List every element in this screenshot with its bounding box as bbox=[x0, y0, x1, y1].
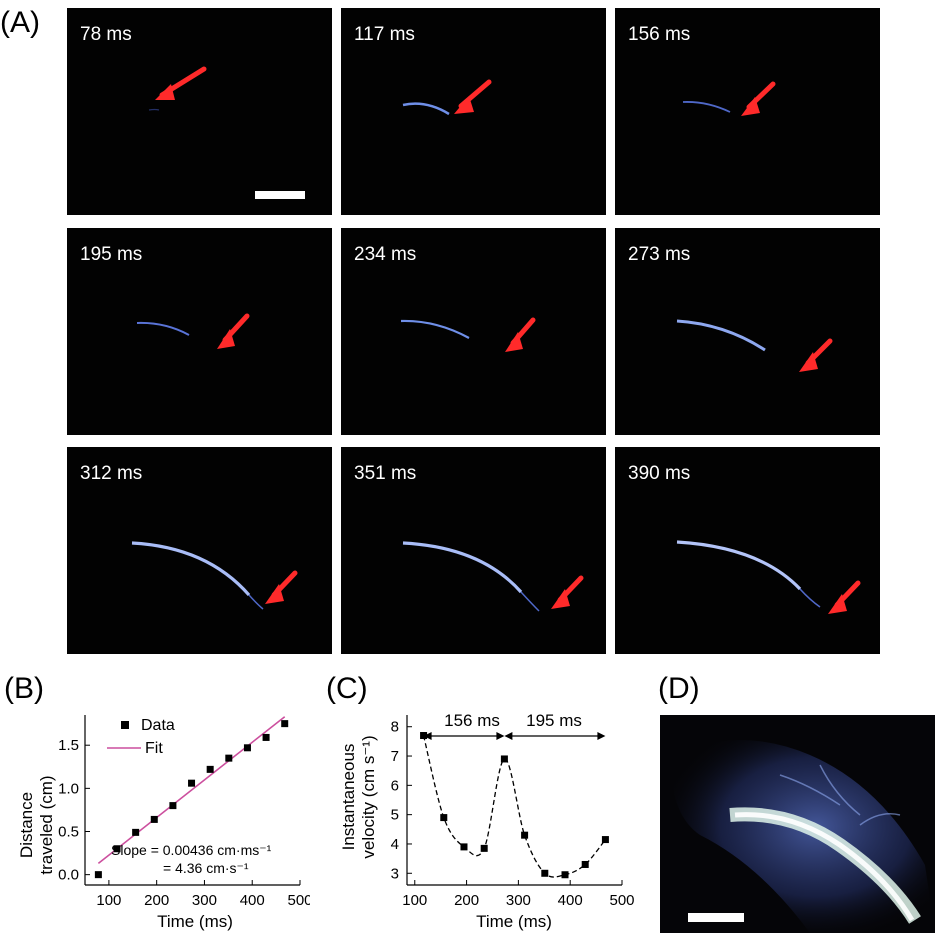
frame-234ms: 234 ms bbox=[341, 228, 606, 435]
chart-c-annotation-195: 195 ms bbox=[526, 711, 582, 730]
chart-b-slope-annotation-2: = 4.36 cm·s⁻¹ bbox=[163, 860, 249, 876]
chart-b-x-tick-label: 200 bbox=[144, 892, 169, 909]
chart-c-data-point bbox=[460, 843, 468, 851]
panel-label-b: (B) bbox=[4, 672, 44, 705]
frame-time-label: 390 ms bbox=[628, 463, 691, 484]
chart-b-legend-data-label: Data bbox=[141, 717, 175, 734]
chart-c-data-point bbox=[420, 732, 428, 740]
frame-image bbox=[402, 541, 584, 612]
chart-b-data-point bbox=[169, 802, 177, 810]
chart-c-span-156-head-left bbox=[423, 732, 432, 740]
frame-time-label: 156 ms bbox=[628, 24, 691, 45]
chart-b-fit-line bbox=[97, 716, 286, 865]
frame-image bbox=[400, 317, 536, 352]
scale-bar bbox=[688, 913, 744, 922]
chart-c-x-tick-label: 400 bbox=[558, 892, 583, 909]
frame-image bbox=[402, 79, 492, 116]
chart-b-data-point bbox=[225, 754, 233, 762]
frame-195ms: 195 ms bbox=[67, 228, 332, 435]
chart-c-span-156-head-right bbox=[496, 732, 505, 740]
chart-b-y-tick-label: 1.5 bbox=[58, 737, 79, 754]
frame-time-label: 234 ms bbox=[354, 244, 417, 265]
chart-c-data-point bbox=[440, 814, 448, 822]
red-arrow-head bbox=[155, 84, 175, 100]
frame-image bbox=[148, 66, 305, 199]
chart-b-legend-fit-label: Fit bbox=[145, 740, 163, 757]
frame-351ms: 351 ms bbox=[341, 447, 606, 654]
fluorescence-image bbox=[660, 715, 935, 933]
chart-b-xlabel: Time (ms) bbox=[157, 912, 233, 931]
panel-label-d: (D) bbox=[658, 672, 700, 705]
chart-b-data-point bbox=[281, 720, 289, 728]
frame-time-label: 273 ms bbox=[628, 244, 691, 265]
frame-time-label: 312 ms bbox=[80, 463, 143, 484]
chart-b-data-point bbox=[262, 733, 270, 741]
chart-c-y-tick-label: 5 bbox=[391, 807, 399, 824]
frame-273ms: 273 ms bbox=[615, 228, 880, 435]
chart-velocity: Instantaneous velocity (cm s⁻¹) Time (ms… bbox=[339, 711, 635, 931]
frame-image bbox=[676, 319, 833, 372]
chart-c-span-195-head-left bbox=[504, 732, 513, 740]
chart-c-annotation-156: 156 ms bbox=[444, 711, 500, 730]
chart-c-xlabel: Time (ms) bbox=[476, 912, 552, 931]
frame-390ms: 390 ms bbox=[615, 447, 880, 654]
chart-b-data-point bbox=[150, 815, 158, 823]
chart-c-data-point bbox=[561, 871, 569, 879]
chart-b-data-point bbox=[243, 744, 251, 752]
chart-b-data-point bbox=[206, 765, 214, 773]
chart-c-x-tick-label: 500 bbox=[609, 892, 634, 909]
chart-b-y-tick-label: 0.0 bbox=[58, 867, 79, 884]
chart-b-x-tick-label: 100 bbox=[96, 892, 121, 909]
chart-b-data-point bbox=[188, 779, 196, 787]
frame-time-label: 351 ms bbox=[354, 463, 417, 484]
fluorescence-image-svg bbox=[670, 740, 935, 933]
chart-c-y-tick-label: 8 bbox=[391, 719, 399, 736]
chart-c-y-tick-label: 4 bbox=[391, 836, 399, 853]
chart-c-data-point bbox=[541, 869, 549, 877]
chart-c-data-point bbox=[581, 860, 589, 868]
chart-c-data-point bbox=[480, 844, 488, 852]
frame-time-label: 117 ms bbox=[354, 24, 415, 45]
frame-78ms: 78 ms bbox=[67, 8, 332, 215]
chart-b-data-point bbox=[132, 828, 140, 836]
chart-c-x-tick-label: 300 bbox=[506, 892, 531, 909]
chart-c-velocity-curve bbox=[422, 735, 606, 878]
chart-b-ylabel-line2: traveled (cm) bbox=[37, 775, 56, 874]
chart-c-x-tick-label: 200 bbox=[454, 892, 479, 909]
frame-156ms: 156 ms bbox=[615, 8, 880, 215]
frame-312ms: 312 ms bbox=[67, 447, 332, 654]
chart-c-data-point bbox=[500, 755, 508, 763]
frame-image bbox=[136, 313, 250, 349]
chart-b-x-tick-label: 500 bbox=[287, 892, 310, 909]
frame-image bbox=[682, 81, 776, 116]
chart-b-x-tick-label: 400 bbox=[240, 892, 265, 909]
chart-distance: Distance traveled (cm) Time (ms) 100 200 3… bbox=[17, 715, 310, 931]
panel-label-c: (C) bbox=[326, 672, 368, 705]
panel-label-a: (A) bbox=[0, 6, 40, 39]
chart-b-y-tick-label: 0.5 bbox=[58, 823, 79, 840]
frame-117ms: 117 ms bbox=[341, 8, 606, 215]
frame-time-label: 78 ms bbox=[80, 24, 132, 45]
frame-image bbox=[131, 541, 298, 610]
chart-b-slope-annotation: Slope = 0.00436 cm·ms⁻¹ bbox=[111, 842, 272, 858]
chart-b-x-tick-label: 300 bbox=[192, 892, 217, 909]
chart-c-y-tick-label: 7 bbox=[391, 748, 399, 765]
chart-c-ylabel-line2: velocity (cm s⁻¹) bbox=[359, 735, 378, 858]
chart-c-span-195-head-right bbox=[597, 732, 606, 740]
chart-c-x-tick-label: 100 bbox=[402, 892, 427, 909]
chart-b-data-point bbox=[94, 871, 102, 879]
chart-c-data-point bbox=[601, 836, 609, 844]
chart-c-y-tick-label: 3 bbox=[391, 865, 399, 882]
chart-c-data-point bbox=[521, 831, 529, 839]
scale-bar bbox=[255, 191, 305, 199]
chart-c-ylabel-line1: Instantaneous bbox=[339, 744, 358, 851]
frame-time-label: 195 ms bbox=[80, 244, 143, 265]
chart-b-data-point bbox=[113, 845, 121, 853]
frame-image bbox=[676, 540, 861, 614]
chart-b-legend-data-marker bbox=[121, 721, 129, 729]
chart-b-y-tick-label: 1.0 bbox=[58, 780, 79, 797]
chart-b-ylabel-line1: Distance bbox=[17, 792, 36, 858]
chart-c-y-tick-label: 6 bbox=[391, 777, 399, 794]
